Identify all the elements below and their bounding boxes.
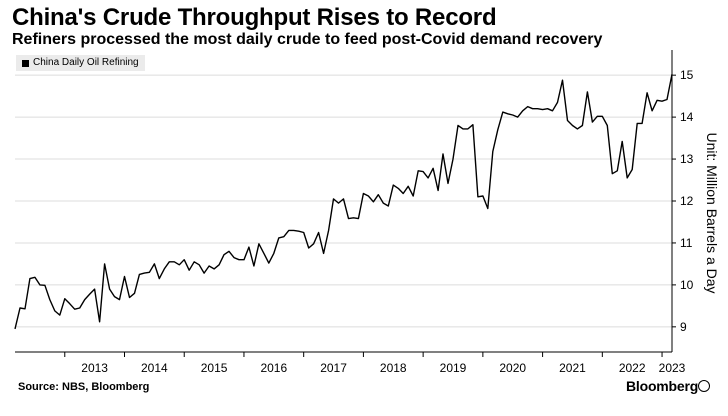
x-tick-label: 2019 [440,361,467,375]
y-tick-label: 12 [680,194,694,208]
x-tick-label: 2020 [499,361,526,375]
x-tick-label: 2017 [320,361,347,375]
x-tick-label: 2016 [260,361,287,375]
x-tick-label: 2015 [201,361,228,375]
x-tick-label: 2023 [659,361,686,375]
y-tick-label: 13 [680,152,694,166]
x-tick-label: 2022 [619,361,646,375]
series-line [14,74,673,330]
brand-logo: Bloomberg [626,378,699,394]
brand-mark-icon [698,380,710,392]
y-tick-label: 11 [680,236,693,250]
legend-label: China Daily Oil Refining [33,57,139,68]
x-tick-label: 2014 [141,361,168,375]
chart-title: China's Crude Throughput Rises to Record [12,4,497,31]
y-tick-label: 10 [680,278,694,292]
y-tick-label: 9 [680,320,687,334]
x-tick-label: 2013 [81,361,108,375]
y-tick-label: 15 [680,68,694,82]
legend-swatch-icon [22,59,29,67]
source-note: Source: NBS, Bloomberg [18,381,150,393]
x-tick-label: 2018 [380,361,407,375]
chart-subtitle: Refiners processed the most daily crude … [12,31,603,48]
x-tick-label: 2021 [559,361,586,375]
y-axis-label: Unit: Million Barrels a Day [704,132,720,293]
chart-legend: China Daily Oil Refining [16,55,145,71]
y-tick-label: 14 [680,110,694,124]
